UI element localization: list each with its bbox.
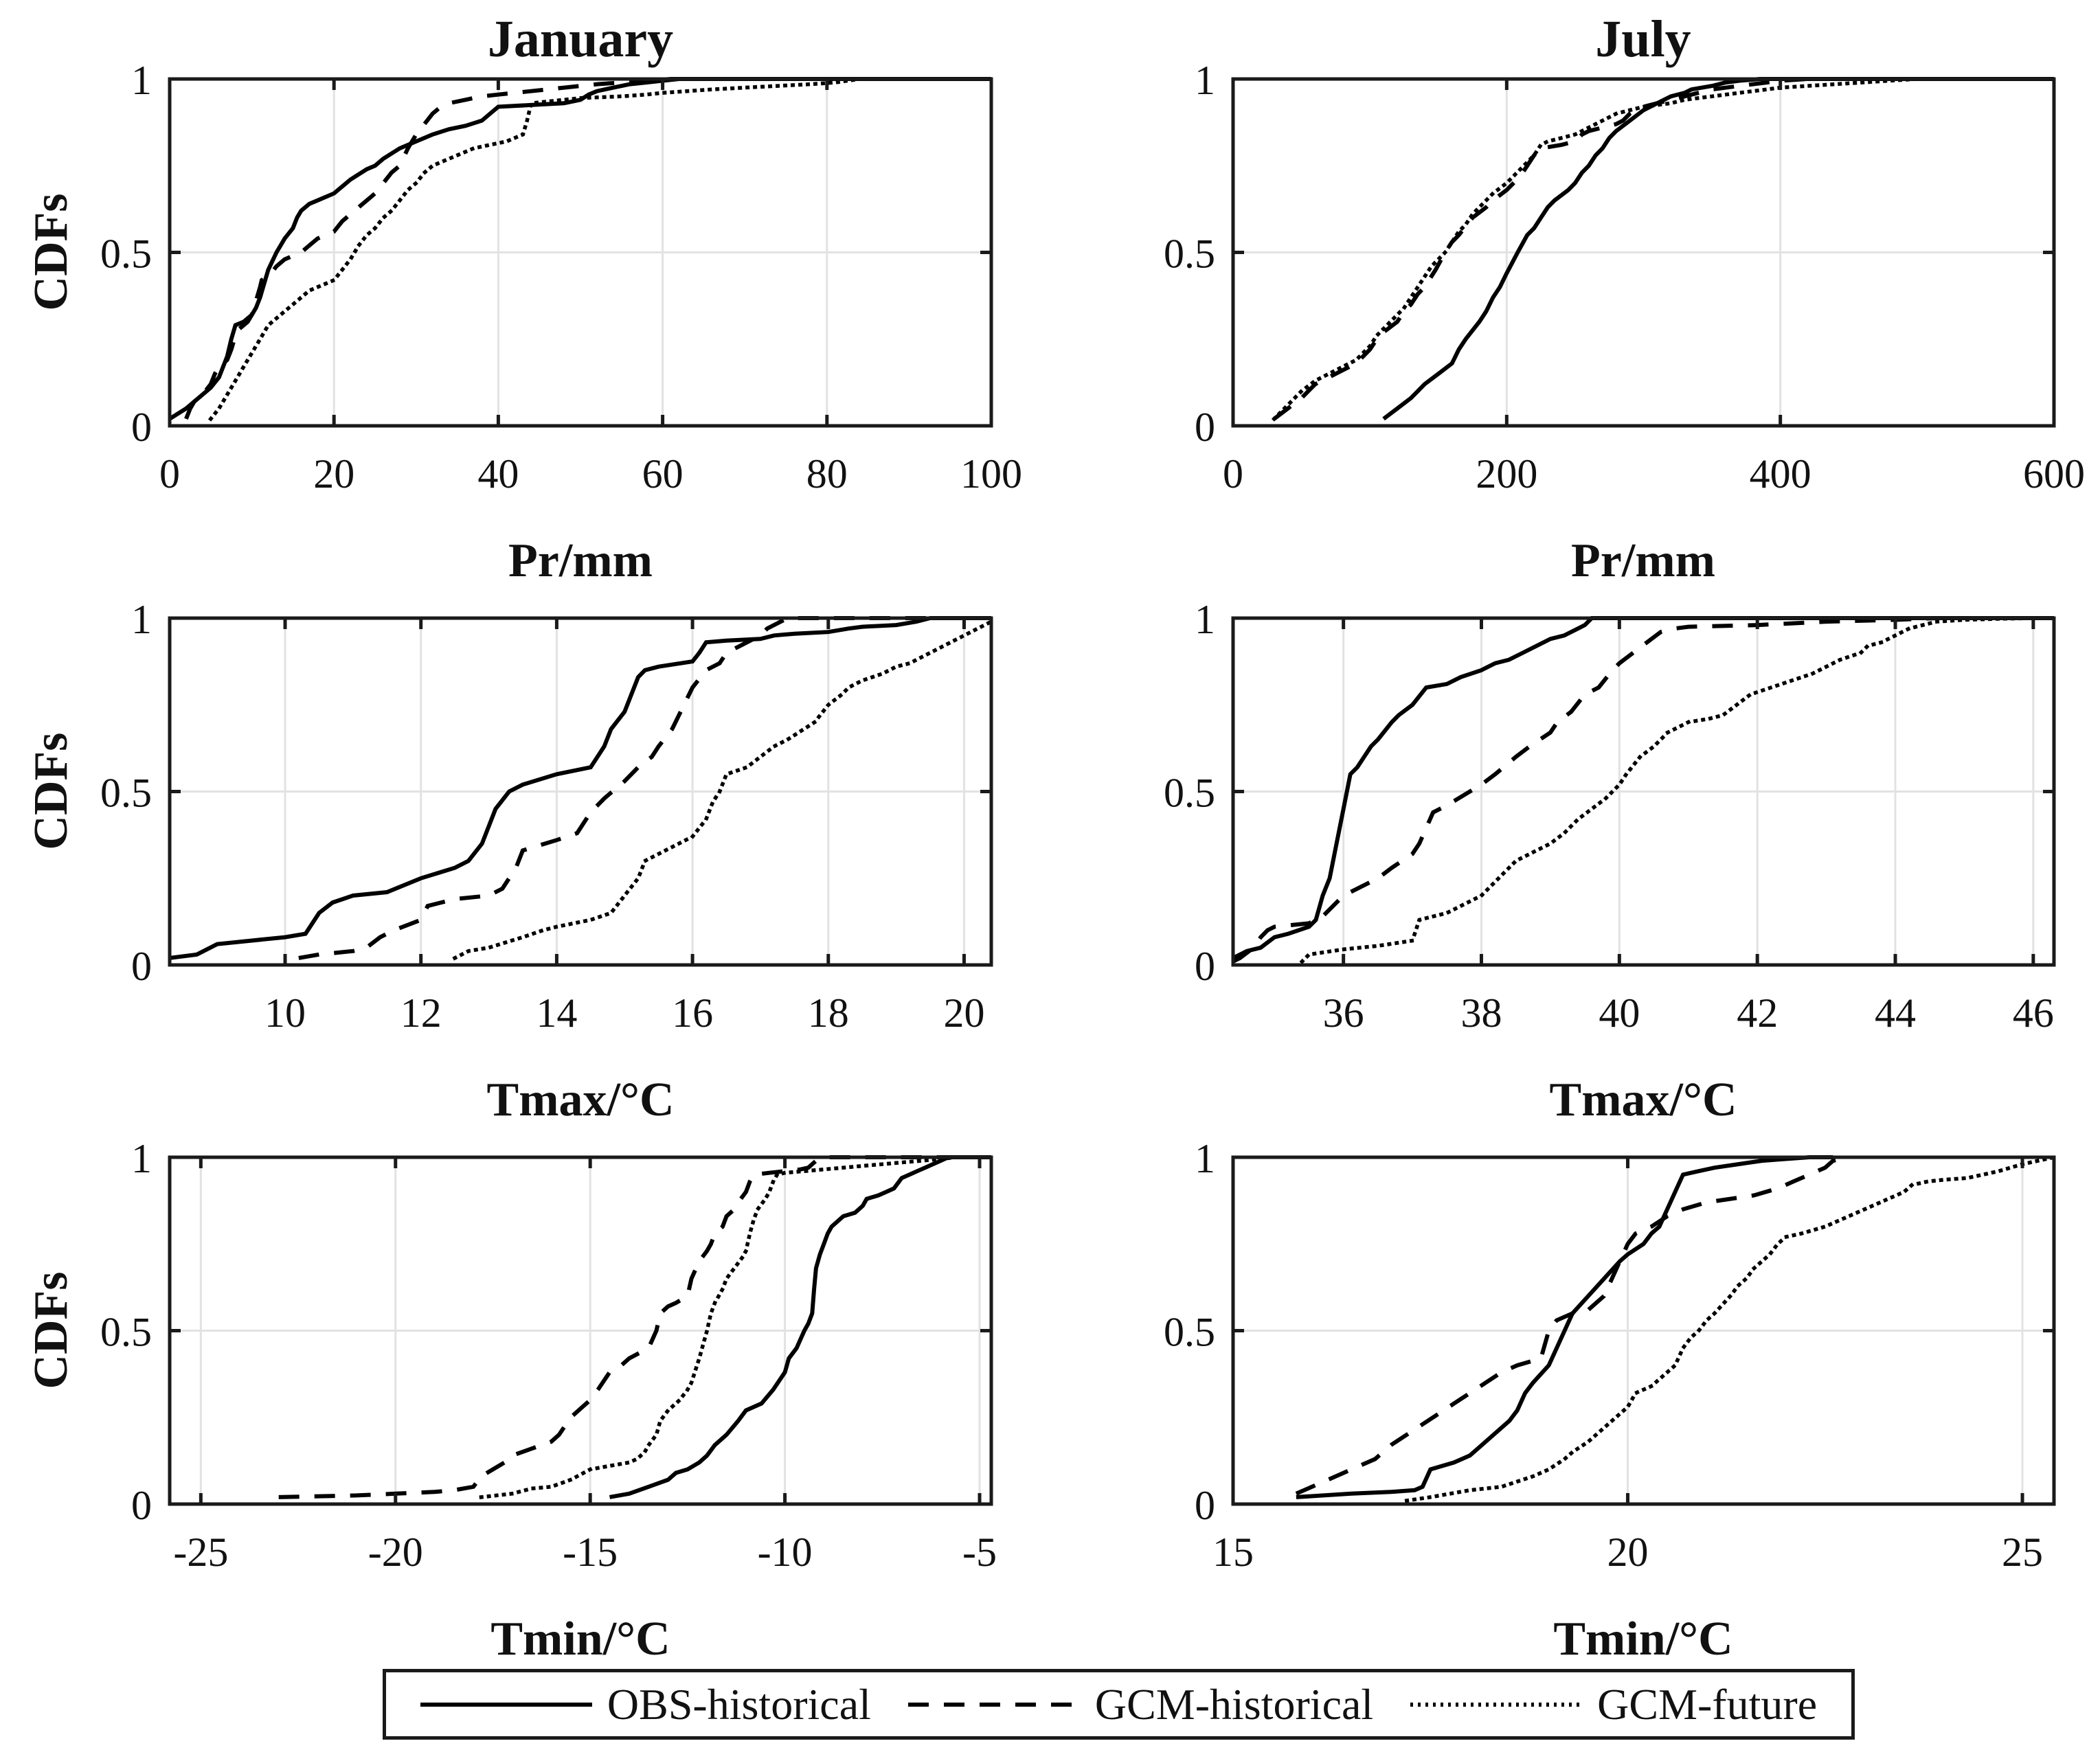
x-tick-label: 14: [536, 990, 577, 1036]
y-tick-label: 0: [1195, 405, 1215, 450]
legend-item-obs-historical: OBS-historical: [420, 1674, 871, 1736]
series-gcm-historical: [1295, 1155, 1849, 1496]
series-obs-historical: [1296, 1155, 1833, 1499]
x-tick-label: 40: [477, 451, 519, 497]
x-tick-label: 20: [1607, 1529, 1649, 1575]
x-tick-label: 600: [2023, 451, 2085, 497]
x-tick-label: 16: [672, 990, 713, 1036]
x-tick-label: 38: [1461, 990, 1502, 1036]
panel-july-tmin: 15 20 25 0 0.5 1: [1164, 1137, 2057, 1575]
series-obs-historical: [168, 77, 991, 421]
x-axis-label-january-tmax: Tmax/°C: [486, 1073, 675, 1126]
y-tick-label: 0: [131, 1483, 152, 1528]
x-tick-label: 42: [1737, 990, 1778, 1036]
series-obs-historical: [1232, 616, 2054, 960]
legend-label: GCM-historical: [1094, 1679, 1374, 1729]
x-tick-label: 400: [1750, 451, 1811, 497]
series-gcm-historical: [298, 616, 991, 960]
x-tick-label: 18: [808, 990, 849, 1036]
x-tick-label: 15: [1212, 1529, 1254, 1575]
y-tick-label: 0: [131, 405, 152, 450]
y-tick-label: 0.5: [1164, 771, 1215, 816]
legend-label: GCM-future: [1597, 1679, 1818, 1729]
column-title-july: July: [1595, 10, 1691, 68]
series-gcm-future: [1299, 616, 2056, 964]
x-tick-label: -5: [962, 1529, 997, 1575]
x-axis-label-january-pr: Pr/mm: [508, 534, 653, 587]
legend-item-gcm-historical: GCM-historical: [907, 1674, 1374, 1736]
legend-solid-line-sample: [420, 1702, 592, 1707]
legend-dotted-line-sample: [1410, 1702, 1583, 1707]
x-tick-label: 12: [400, 990, 442, 1036]
x-tick-label: 0: [159, 451, 180, 497]
x-tick-label: 200: [1476, 451, 1537, 497]
x-axis-label-july-tmin: Tmin/°C: [1553, 1613, 1733, 1665]
series-gcm-historical: [1232, 616, 2054, 964]
series-obs-historical: [1382, 77, 2054, 421]
x-tick-label: 20: [943, 990, 984, 1036]
y-tick-label: 0.5: [1164, 1310, 1215, 1355]
x-tick-label: 10: [264, 990, 306, 1036]
x-tick-label: 20: [313, 451, 354, 497]
series-gcm-future: [207, 77, 993, 422]
legend-dashed-line-sample: [907, 1702, 1080, 1707]
panel-july-tmax: 36 38 40 42 44 46 0 0.5 1: [1164, 598, 2056, 1036]
y-tick-label: 0: [1195, 944, 1215, 989]
column-title-january: January: [487, 10, 674, 68]
y-tick-label: 1: [1195, 598, 1215, 642]
legend-item-gcm-future: GCM-future: [1410, 1674, 1817, 1736]
y-tick-label: 1: [131, 598, 152, 642]
x-tick-label: 44: [1875, 990, 1916, 1036]
x-tick-label: -10: [758, 1529, 813, 1575]
series-gcm-future: [1271, 77, 2056, 422]
x-tick-label: -20: [368, 1529, 423, 1575]
y-tick-label: 0.5: [100, 231, 152, 277]
series-gcm-historical: [184, 77, 991, 420]
series-obs-historical: [609, 1155, 991, 1499]
x-axis-label-july-pr: Pr/mm: [1571, 534, 1715, 587]
panel-january-pr: 0 20 40 60 80 100 0 0.5 1: [100, 58, 1022, 497]
series-gcm-future: [452, 619, 994, 961]
x-axis-label-january-tmin: Tmin/°C: [490, 1613, 670, 1665]
x-tick-label: 46: [2013, 990, 2054, 1036]
y-tick-label: 1: [131, 58, 152, 103]
y-tick-label: 0.5: [1164, 231, 1215, 277]
series-gcm-historical: [278, 1155, 991, 1499]
panel-july-pr: 0 200 400 600 0 0.5 1: [1164, 58, 2085, 497]
panel-january-tmax: 10 12 14 16 18 20 0 0.5 1: [100, 598, 994, 1036]
series-gcm-historical: [1272, 77, 2054, 421]
x-tick-label: 40: [1599, 990, 1640, 1036]
y-tick-label: 0: [131, 944, 152, 989]
y-tick-label: 1: [1195, 58, 1215, 103]
panel-january-tmin: -25 -20 -15 -10 -5 0 0.5 1: [100, 1137, 997, 1575]
x-tick-label: -25: [173, 1529, 228, 1575]
series-gcm-future: [479, 1155, 993, 1499]
x-axis-label-july-tmax: Tmax/°C: [1549, 1073, 1737, 1126]
x-tick-label: 25: [2002, 1529, 2043, 1575]
y-tick-label: 0: [1195, 1483, 1215, 1528]
x-tick-label: 100: [960, 451, 1022, 497]
y-tick-label: 1: [1195, 1137, 1215, 1181]
y-tick-label: 1: [131, 1137, 152, 1181]
x-tick-label: 36: [1323, 990, 1364, 1036]
y-tick-label: 0.5: [100, 771, 152, 816]
series-obs-historical: [169, 616, 991, 960]
x-tick-label: -15: [563, 1529, 618, 1575]
series-gcm-future: [1404, 1155, 2057, 1503]
legend: OBS-historical GCM-historical GCM-future: [383, 1669, 1855, 1740]
x-tick-label: 0: [1223, 451, 1243, 497]
y-tick-label: 0.5: [100, 1310, 152, 1355]
legend-label: OBS-historical: [607, 1679, 871, 1729]
x-tick-label: 80: [806, 451, 848, 497]
x-tick-label: 60: [642, 451, 684, 497]
